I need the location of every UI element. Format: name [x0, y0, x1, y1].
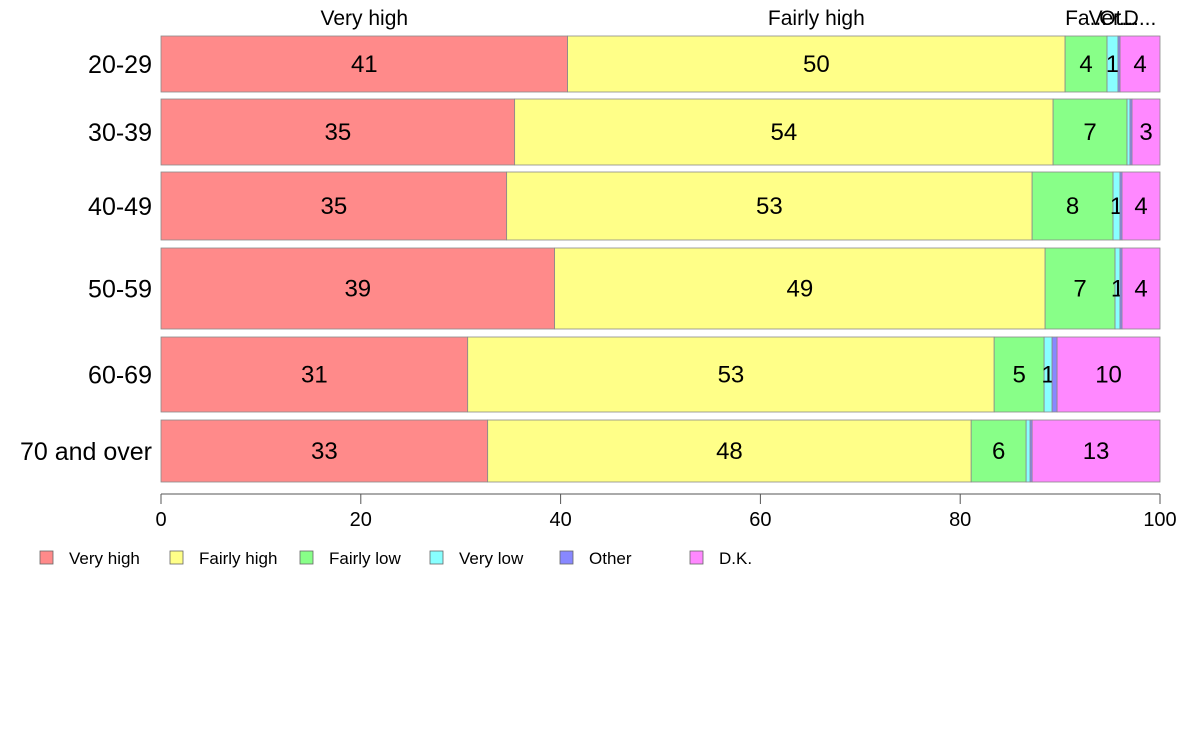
category-label: 40-49 — [88, 193, 152, 221]
x-tick-label: 60 — [749, 509, 771, 531]
data-label: 1 — [1041, 362, 1054, 389]
data-label: 10 — [1095, 362, 1122, 389]
series-top-label: Ver... — [1089, 7, 1137, 30]
x-tick-label: 80 — [949, 509, 971, 531]
legend-swatch — [169, 550, 184, 565]
x-tick-label: 0 — [155, 509, 166, 531]
legend-label: Very high — [69, 549, 140, 568]
legend-swatch — [299, 550, 314, 565]
data-label: 31 — [301, 362, 328, 389]
bar-segment — [1064, 35, 1108, 93]
category-label: 60-69 — [88, 362, 152, 390]
legend-swatch — [559, 550, 574, 565]
data-label: 4 — [1134, 193, 1147, 220]
bar-segment — [1056, 336, 1161, 413]
bar-segment — [1126, 98, 1131, 166]
data-label: 3 — [1139, 119, 1152, 146]
legend-swatch — [689, 550, 704, 565]
bar-segment — [1121, 247, 1161, 330]
bar-segment — [514, 98, 1054, 166]
bar-segment — [970, 419, 1027, 483]
data-label: 8 — [1066, 193, 1079, 220]
bar-segment — [1031, 171, 1114, 241]
x-tick-label: 40 — [549, 509, 571, 531]
bar-segment — [467, 336, 995, 413]
bar-segment — [554, 247, 1046, 330]
data-label: 49 — [787, 276, 814, 303]
data-label: 4 — [1133, 51, 1146, 78]
legend-label: Very low — [459, 549, 524, 568]
category-label: 20-29 — [88, 51, 152, 79]
data-label: 54 — [771, 119, 798, 146]
bar-segment — [160, 98, 516, 166]
bar-segment — [487, 419, 972, 483]
legend-label: Other — [589, 549, 632, 568]
legend-label: D.K. — [719, 549, 752, 568]
legend-label: Fairly low — [329, 549, 402, 568]
data-label: 48 — [716, 438, 743, 465]
data-label: 53 — [756, 193, 783, 220]
category-label: 70 and over — [20, 438, 152, 466]
bar-segment — [1025, 419, 1031, 483]
data-label: 41 — [351, 51, 378, 78]
bar-segment — [506, 171, 1033, 241]
legend-swatch — [429, 550, 444, 565]
legend-swatch — [39, 550, 54, 565]
data-label: 33 — [311, 438, 338, 465]
data-label: 4 — [1079, 51, 1092, 78]
category-label: 50-59 — [88, 276, 152, 304]
series-top-label: D... — [1124, 7, 1157, 30]
series-top-label: Fairly high — [768, 7, 865, 30]
bar-segment — [1044, 247, 1116, 330]
data-label: 13 — [1083, 438, 1110, 465]
data-label: 50 — [803, 51, 830, 78]
legend-label: Fairly high — [199, 549, 277, 568]
bar-segment — [160, 336, 469, 413]
data-label: 53 — [718, 362, 745, 389]
data-label: 6 — [992, 438, 1005, 465]
bar-segment — [993, 336, 1045, 413]
x-tick-label: 100 — [1143, 509, 1176, 531]
bar-segment — [160, 35, 568, 93]
series-top-label: Very high — [321, 7, 409, 30]
data-label: 1 — [1106, 51, 1119, 78]
data-label: 5 — [1012, 362, 1025, 389]
bar-segment — [1031, 419, 1161, 483]
category-label: 30-39 — [88, 119, 152, 147]
series-top-label: Ot... — [1099, 7, 1139, 30]
data-label: 4 — [1134, 276, 1147, 303]
bar-segment — [1121, 171, 1161, 241]
data-label: 7 — [1073, 276, 1086, 303]
bar-segment — [1119, 35, 1161, 93]
bar-segment — [1131, 98, 1161, 166]
series-top-label: Fa... — [1065, 7, 1107, 30]
data-label: 39 — [344, 276, 371, 303]
bar-segment — [160, 171, 508, 241]
data-label: 7 — [1083, 119, 1096, 146]
bar-segment — [1051, 336, 1058, 413]
data-label: 35 — [324, 119, 351, 146]
x-tick-label: 20 — [350, 509, 372, 531]
bar-segment — [160, 419, 489, 483]
bar-segment — [160, 247, 556, 330]
bar-segment — [567, 35, 1066, 93]
data-label: 35 — [320, 193, 347, 220]
